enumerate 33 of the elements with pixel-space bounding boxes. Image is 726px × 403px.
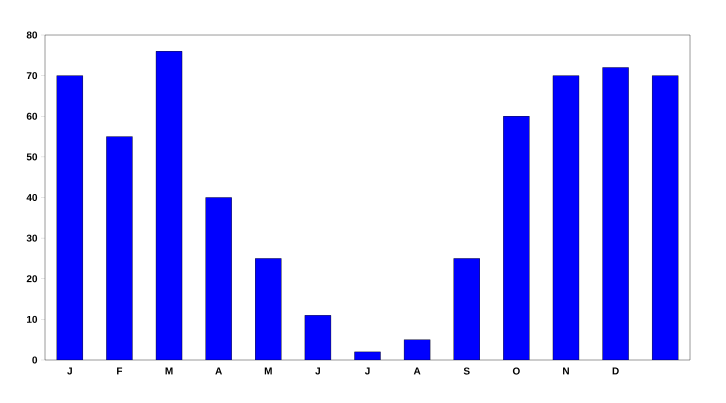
bar	[454, 258, 480, 360]
x-tick-label: N	[563, 368, 569, 374]
bar	[602, 67, 629, 360]
bar	[106, 136, 133, 360]
bar	[56, 75, 84, 360]
bar	[205, 197, 232, 360]
bar	[304, 315, 332, 360]
bar	[652, 75, 678, 360]
x-tick-label: F	[117, 368, 122, 374]
x-tick-label: M	[166, 368, 173, 374]
y-tick-label: 20	[26, 275, 38, 282]
bar	[503, 116, 530, 360]
bar	[255, 258, 282, 360]
bar	[552, 75, 580, 360]
y-tick-label: 60	[26, 112, 38, 120]
y-tick-label: 30	[26, 234, 38, 242]
bar	[404, 339, 430, 360]
x-tick-label: A	[215, 368, 222, 374]
x-tick-label: A	[414, 368, 420, 374]
y-tick-label: 80	[26, 31, 38, 39]
y-tick-label: 70	[26, 72, 38, 80]
x-tick-label: J	[315, 368, 320, 374]
x-tick-label: O	[512, 368, 520, 375]
y-tick-label: 40	[26, 194, 38, 202]
y-tick-label: 10	[27, 316, 38, 323]
x-tick-label: D	[612, 368, 619, 374]
bar	[156, 51, 182, 360]
y-tick-label: 50	[26, 153, 38, 160]
y-tick-label: 0	[32, 356, 38, 364]
x-tick-label: M	[264, 368, 272, 374]
x-tick-label: J	[364, 368, 370, 374]
x-tick-label: S	[464, 368, 470, 375]
x-tick-label: J	[67, 368, 72, 374]
